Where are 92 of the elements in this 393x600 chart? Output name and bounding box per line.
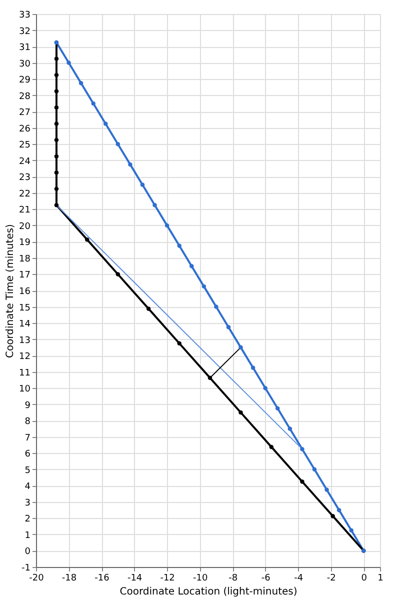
point: [54, 202, 59, 208]
y-tick-label: 25: [19, 140, 30, 151]
point: [288, 426, 292, 431]
point: [300, 446, 304, 452]
point: [116, 142, 120, 146]
point: [104, 122, 108, 126]
y-tick-label: 19: [19, 238, 31, 248]
x-tick-label: -14: [127, 574, 142, 584]
point: [54, 154, 59, 158]
point: [116, 272, 120, 276]
y-tick-label: 31: [19, 43, 30, 54]
point: [324, 488, 329, 492]
x-tick-label: -12: [160, 574, 175, 584]
x-tick-label: -4: [294, 574, 304, 584]
point: [84, 237, 90, 242]
y-tick-label: 4: [24, 482, 31, 492]
x-tick-label: -20: [29, 574, 44, 584]
y-tick-label: 27: [19, 108, 30, 118]
point: [146, 306, 151, 311]
y-tick-label: 32: [19, 26, 30, 37]
y-tick-label: 24: [19, 156, 31, 167]
x-tick-label: -6: [261, 574, 271, 584]
point: [269, 444, 274, 450]
y-axis-title: Coordinate Time (minutes): [5, 224, 16, 358]
point: [54, 89, 59, 94]
point: [312, 467, 317, 472]
point: [336, 508, 342, 512]
point: [128, 162, 132, 167]
y-tick-label: 7: [24, 433, 30, 444]
x-tick-label: -18: [62, 574, 77, 584]
point: [263, 386, 268, 390]
point: [300, 479, 304, 484]
x-tick-label: 1: [378, 574, 384, 584]
y-tick-label: 26: [19, 124, 31, 134]
x-tick-label: -16: [94, 574, 110, 584]
point: [330, 514, 335, 518]
y-tick-label: 9: [24, 400, 31, 411]
y-tick-label: 6: [24, 450, 31, 460]
y-tick-label: 17: [19, 270, 30, 281]
y-tick-label: 29: [19, 76, 31, 86]
point: [78, 81, 84, 86]
y-tick-label: 30: [19, 59, 31, 70]
point: [54, 122, 59, 126]
y-tick-label: 1: [24, 530, 30, 541]
point: [276, 406, 280, 411]
point: [202, 284, 206, 289]
point: [190, 264, 194, 268]
point: [91, 101, 96, 106]
y-tick-label: 28: [19, 92, 31, 102]
point: [208, 376, 212, 380]
point: [238, 410, 243, 415]
x-tick-label: -10: [192, 574, 208, 584]
y-tick-label: 3: [24, 498, 30, 508]
x-tick-label: -2: [326, 574, 336, 584]
y-tick-label: 16: [19, 287, 31, 297]
y-tick-label: 14: [19, 320, 31, 330]
y-tick-label: 11: [19, 368, 30, 378]
y-tick-label: 13: [19, 336, 30, 346]
y-tick-label: 0: [24, 547, 31, 558]
point: [140, 182, 145, 187]
point: [54, 138, 59, 142]
y-tick-label: 10: [19, 384, 31, 395]
point: [177, 244, 182, 248]
y-tick-label: 12: [19, 352, 30, 362]
point: [238, 345, 243, 350]
y-tick-label: 33: [19, 10, 30, 20]
point: [250, 366, 256, 370]
point: [54, 186, 59, 191]
y-tick-label: 23: [19, 173, 30, 184]
y-tick-label: 21: [19, 206, 30, 216]
point: [54, 56, 59, 61]
y-tick-label: 20: [19, 222, 31, 232]
x-tick-label: 0: [361, 574, 368, 584]
x-tick-label: -8: [228, 574, 238, 584]
y-tick-label: 5: [24, 466, 30, 476]
point: [164, 223, 170, 228]
point: [54, 72, 59, 78]
point: [177, 341, 182, 346]
y-tick-label: 2: [24, 514, 30, 525]
point: [214, 304, 218, 309]
point: [226, 324, 231, 330]
x-axis-title: Coordinate Location (light-minutes): [120, 586, 298, 598]
y-tick-label: -1: [22, 564, 30, 574]
point: [152, 202, 157, 208]
y-tick-label: 18: [19, 254, 31, 264]
point: [54, 170, 59, 175]
point: [54, 105, 59, 110]
y-tick-label: 15: [19, 303, 30, 314]
y-tick-label: 22: [19, 189, 30, 200]
y-tick-label: 8: [24, 417, 31, 428]
point: [349, 528, 354, 533]
point: [66, 60, 71, 65]
